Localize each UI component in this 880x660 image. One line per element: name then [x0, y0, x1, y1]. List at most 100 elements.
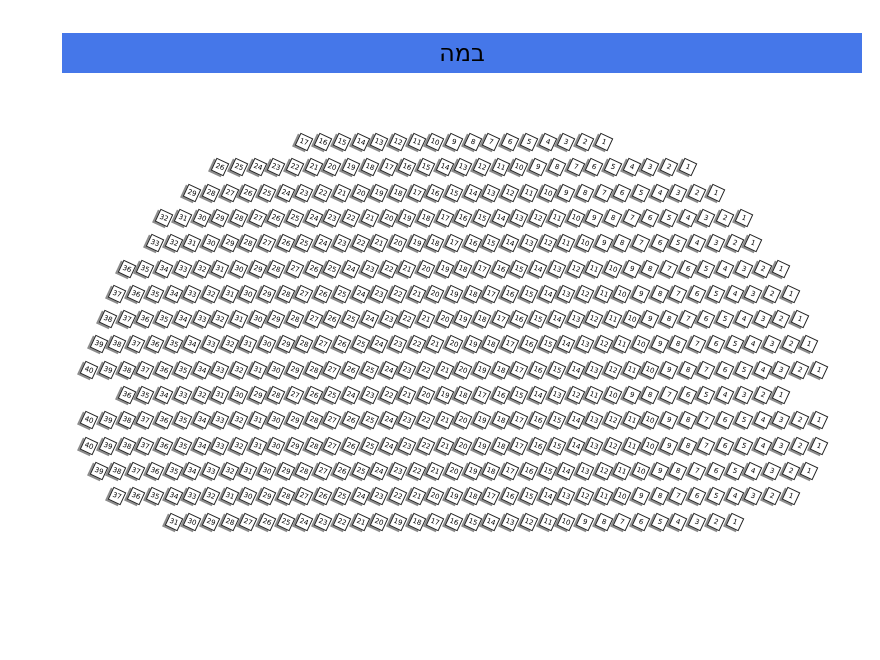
- seat-row6-33[interactable]: 33: [173, 259, 193, 278]
- seat-row12-2[interactable]: 2: [790, 410, 810, 430]
- seat-row13-13[interactable]: 13: [584, 436, 604, 455]
- seat-row4-28[interactable]: 28: [229, 208, 249, 228]
- seat-row9-20[interactable]: 20: [444, 335, 464, 354]
- seat-row11-23[interactable]: 23: [360, 385, 380, 405]
- seat-row5-21[interactable]: 21: [369, 233, 389, 253]
- seat-row9-22[interactable]: 22: [407, 335, 426, 354]
- seat-row7-16[interactable]: 16: [500, 284, 520, 304]
- seat-row7-35[interactable]: 35: [145, 284, 165, 304]
- seat-row4-25[interactable]: 25: [285, 208, 305, 228]
- seat-row5-1[interactable]: 1: [743, 233, 763, 253]
- seat-row10-12[interactable]: 12: [603, 360, 623, 379]
- seat-row12-28[interactable]: 28: [304, 410, 324, 430]
- seat-row9-28[interactable]: 28: [295, 335, 314, 354]
- seat-row8-34[interactable]: 34: [173, 309, 193, 329]
- seat-row10-19[interactable]: 19: [472, 360, 492, 379]
- seat-row10-7[interactable]: 7: [697, 360, 716, 379]
- seat-row12-24[interactable]: 24: [379, 410, 398, 430]
- seat-row6-5[interactable]: 5: [697, 259, 716, 278]
- seat-row8-30[interactable]: 30: [248, 309, 267, 329]
- seat-row3-1[interactable]: 1: [706, 183, 726, 202]
- seat-row10-10[interactable]: 10: [641, 360, 660, 379]
- seat-row4-30[interactable]: 30: [192, 208, 211, 228]
- seat-row9-24[interactable]: 24: [369, 335, 389, 354]
- seat-row1-8[interactable]: 8: [463, 132, 482, 152]
- seat-row5-24[interactable]: 24: [313, 233, 333, 253]
- seat-row4-17[interactable]: 17: [435, 208, 454, 228]
- seat-row12-12[interactable]: 12: [603, 410, 623, 430]
- seat-row7-13[interactable]: 13: [556, 284, 576, 304]
- seat-row4-29[interactable]: 29: [210, 208, 230, 228]
- seat-row8-32[interactable]: 32: [210, 309, 230, 329]
- seat-row11-19[interactable]: 19: [435, 385, 454, 405]
- seat-row13-33[interactable]: 33: [210, 436, 230, 455]
- seat-row2-26[interactable]: 26: [210, 157, 230, 177]
- seat-row13-22[interactable]: 22: [416, 436, 436, 455]
- seat-row2-8[interactable]: 8: [547, 157, 567, 177]
- seat-row9-27[interactable]: 27: [313, 335, 333, 354]
- seat-row15-12[interactable]: 12: [575, 486, 595, 506]
- seat-row6-16[interactable]: 16: [491, 259, 511, 278]
- seat-row7-5[interactable]: 5: [706, 284, 726, 304]
- seat-row11-31[interactable]: 31: [210, 385, 230, 405]
- seat-row4-12[interactable]: 12: [528, 208, 548, 228]
- seat-row9-34[interactable]: 34: [182, 335, 202, 354]
- seat-row10-33[interactable]: 33: [210, 360, 230, 379]
- seat-row14-22[interactable]: 22: [407, 461, 426, 481]
- seat-row12-38[interactable]: 38: [117, 410, 137, 430]
- seat-row13-18[interactable]: 18: [491, 436, 511, 455]
- seat-row7-4[interactable]: 4: [725, 284, 744, 304]
- seat-row11-32[interactable]: 32: [192, 385, 211, 405]
- seat-row11-9[interactable]: 9: [622, 385, 641, 405]
- seat-row11-30[interactable]: 30: [229, 385, 249, 405]
- seat-row15-22[interactable]: 22: [388, 486, 408, 506]
- seat-row1-16[interactable]: 16: [313, 132, 333, 152]
- seat-row3-16[interactable]: 16: [425, 183, 445, 202]
- seat-row15-31[interactable]: 31: [220, 486, 239, 506]
- seat-row14-5[interactable]: 5: [725, 461, 744, 481]
- seat-row9-12[interactable]: 12: [594, 335, 613, 354]
- seat-row13-4[interactable]: 4: [753, 436, 772, 455]
- seat-row8-20[interactable]: 20: [435, 309, 454, 329]
- seat-row12-5[interactable]: 5: [734, 410, 754, 430]
- seat-row9-6[interactable]: 6: [706, 335, 726, 354]
- seat-row11-25[interactable]: 25: [323, 385, 342, 405]
- seat-row7-22[interactable]: 22: [388, 284, 408, 304]
- seat-row6-11[interactable]: 11: [584, 259, 604, 278]
- seat-row13-25[interactable]: 25: [360, 436, 380, 455]
- seat-row3-28[interactable]: 28: [201, 183, 221, 202]
- seat-row3-2[interactable]: 2: [687, 183, 707, 202]
- seat-row12-14[interactable]: 14: [566, 410, 585, 430]
- seat-row14-9[interactable]: 9: [650, 461, 669, 481]
- seat-row12-25[interactable]: 25: [360, 410, 380, 430]
- seat-row12-30[interactable]: 30: [267, 410, 286, 430]
- seat-row3-10[interactable]: 10: [538, 183, 557, 202]
- seat-row4-32[interactable]: 32: [154, 208, 174, 228]
- seat-row1-6[interactable]: 6: [500, 132, 520, 152]
- seat-row4-13[interactable]: 13: [510, 208, 529, 228]
- seat-row15-19[interactable]: 19: [444, 486, 464, 506]
- seat-row6-24[interactable]: 24: [341, 259, 361, 278]
- seat-row10-11[interactable]: 11: [622, 360, 641, 379]
- seat-row16-27[interactable]: 27: [238, 512, 258, 531]
- seat-row12-21[interactable]: 21: [435, 410, 454, 430]
- seat-row13-16[interactable]: 16: [528, 436, 548, 455]
- seat-row16-25[interactable]: 25: [276, 512, 295, 531]
- seat-row10-31[interactable]: 31: [248, 360, 267, 379]
- seat-row11-36[interactable]: 36: [117, 385, 137, 405]
- seat-row9-32[interactable]: 32: [220, 335, 239, 354]
- seat-row5-25[interactable]: 25: [295, 233, 314, 253]
- seat-row15-8[interactable]: 8: [650, 486, 669, 506]
- seat-row3-8[interactable]: 8: [575, 183, 595, 202]
- seat-row13-28[interactable]: 28: [304, 436, 324, 455]
- seat-row6-34[interactable]: 34: [154, 259, 174, 278]
- seat-row16-11[interactable]: 11: [538, 512, 557, 531]
- seat-row5-28[interactable]: 28: [238, 233, 258, 253]
- seat-row6-20[interactable]: 20: [416, 259, 436, 278]
- seat-row11-4[interactable]: 4: [715, 385, 735, 405]
- seat-row6-28[interactable]: 28: [267, 259, 286, 278]
- seat-row6-3[interactable]: 3: [734, 259, 754, 278]
- seat-row12-8[interactable]: 8: [678, 410, 698, 430]
- seat-row3-11[interactable]: 11: [519, 183, 539, 202]
- seat-row4-24[interactable]: 24: [304, 208, 324, 228]
